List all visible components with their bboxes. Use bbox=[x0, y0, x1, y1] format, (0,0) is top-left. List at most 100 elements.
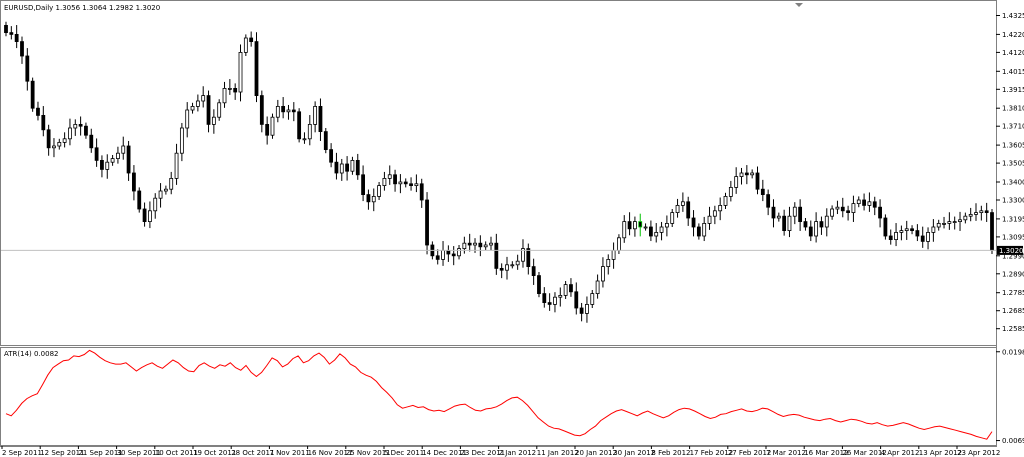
candle-body bbox=[680, 201, 685, 206]
candle-body bbox=[633, 221, 637, 230]
candle-body bbox=[819, 221, 824, 228]
current-price-label: 1.3020 bbox=[999, 247, 1024, 255]
candle-body bbox=[132, 172, 136, 192]
candle-body bbox=[627, 221, 632, 230]
candle-body bbox=[579, 307, 584, 314]
atr-tick-label: 0.0069 bbox=[1002, 437, 1024, 445]
candle-body bbox=[617, 237, 621, 251]
date-tick-label: 23 Apr 2012 bbox=[957, 449, 1000, 457]
candle-body bbox=[936, 222, 941, 228]
candle-body bbox=[648, 226, 653, 237]
price-tick-label: 1.2685 bbox=[1002, 307, 1024, 315]
candle-body bbox=[904, 228, 909, 232]
candle-body bbox=[974, 212, 978, 215]
candle-body bbox=[403, 181, 408, 185]
candles-group bbox=[4, 21, 994, 323]
atr-panel-header: ATR(14) 0.0082 bbox=[4, 350, 58, 358]
candle-body bbox=[259, 95, 264, 125]
candle-body bbox=[483, 244, 488, 248]
candle-body bbox=[355, 159, 360, 176]
candle-body bbox=[318, 106, 323, 133]
candle-body bbox=[243, 37, 248, 53]
candle-body bbox=[915, 230, 920, 237]
candle-body bbox=[334, 161, 339, 174]
candle-body bbox=[195, 100, 200, 107]
candle-body bbox=[595, 280, 600, 294]
candle-body bbox=[499, 267, 504, 271]
candle-body bbox=[643, 226, 648, 229]
chart-shift-marker-icon[interactable] bbox=[795, 3, 803, 7]
candle-body bbox=[899, 230, 904, 233]
candle-body bbox=[435, 255, 440, 260]
candle-body bbox=[222, 88, 227, 104]
candle-body bbox=[728, 186, 733, 197]
date-tick-label: 26 Mar 2012 bbox=[842, 449, 886, 457]
candle-body bbox=[569, 284, 573, 293]
date-tick-label: 10 Oct 2011 bbox=[155, 449, 198, 457]
current-price-badge bbox=[997, 245, 1023, 255]
price-tick-label: 1.2890 bbox=[1002, 270, 1024, 278]
candle-body bbox=[686, 201, 691, 219]
candle-body bbox=[531, 266, 536, 277]
candle-body bbox=[329, 149, 334, 163]
candle-body bbox=[265, 124, 270, 136]
date-tick-label: 8 Feb 2012 bbox=[651, 449, 690, 457]
candle-body bbox=[73, 124, 78, 129]
candle-body bbox=[867, 201, 872, 206]
candle-body bbox=[473, 242, 477, 246]
date-tick-label: 7 Nov 2011 bbox=[269, 449, 309, 457]
candle-body bbox=[275, 106, 280, 118]
candle-body bbox=[675, 204, 680, 213]
price-tick-label: 1.3915 bbox=[1002, 86, 1024, 94]
candle-body bbox=[798, 206, 803, 222]
candle-body bbox=[409, 183, 413, 187]
candle-body bbox=[126, 145, 131, 174]
candle-body bbox=[25, 55, 30, 82]
candle-body bbox=[377, 185, 381, 197]
main-panel-frame bbox=[0, 0, 997, 346]
price-tick-label: 1.3605 bbox=[1002, 142, 1024, 150]
candle-body bbox=[750, 172, 755, 176]
price-tick-label: 1.4325 bbox=[1002, 12, 1024, 20]
candle-body bbox=[339, 163, 344, 174]
candle-body bbox=[105, 161, 110, 170]
candle-body bbox=[84, 125, 88, 136]
candle-body bbox=[515, 260, 520, 266]
candle-body bbox=[958, 219, 962, 223]
candle-body bbox=[638, 221, 643, 228]
candle-body bbox=[89, 134, 94, 149]
date-tick-label: 16 Mar 2012 bbox=[804, 449, 848, 457]
price-tick-label: 1.2585 bbox=[1002, 325, 1024, 333]
candle-body bbox=[910, 228, 914, 232]
candle-body bbox=[169, 177, 174, 190]
candle-body bbox=[808, 226, 813, 237]
candle-body bbox=[9, 32, 14, 35]
candle-body bbox=[163, 188, 168, 192]
candle-body bbox=[782, 215, 787, 231]
candle-body bbox=[137, 190, 142, 210]
candle-body bbox=[78, 124, 83, 127]
candle-body bbox=[558, 294, 563, 298]
candle-body bbox=[739, 172, 744, 177]
candle-body bbox=[760, 188, 765, 195]
candle-body bbox=[148, 210, 152, 223]
candle-body bbox=[803, 221, 808, 228]
candle-body bbox=[702, 222, 707, 237]
date-tick-label: 7 Mar 2012 bbox=[766, 449, 806, 457]
candle-body bbox=[414, 183, 419, 187]
candle-body bbox=[489, 242, 493, 246]
price-tick-label: 1.4015 bbox=[1002, 68, 1024, 76]
candle-body bbox=[366, 194, 371, 203]
date-tick-label: 5 Dec 2011 bbox=[384, 449, 424, 457]
date-tick-label: 20 Jan 2012 bbox=[575, 449, 617, 457]
candle-body bbox=[755, 172, 760, 190]
candle-body bbox=[441, 249, 445, 260]
candle-body bbox=[185, 109, 190, 129]
date-tick-label: 17 Feb 2012 bbox=[690, 449, 734, 457]
candle-body bbox=[947, 221, 952, 224]
candle-body bbox=[217, 102, 222, 118]
candle-body bbox=[862, 199, 866, 206]
candle-body bbox=[883, 217, 888, 237]
